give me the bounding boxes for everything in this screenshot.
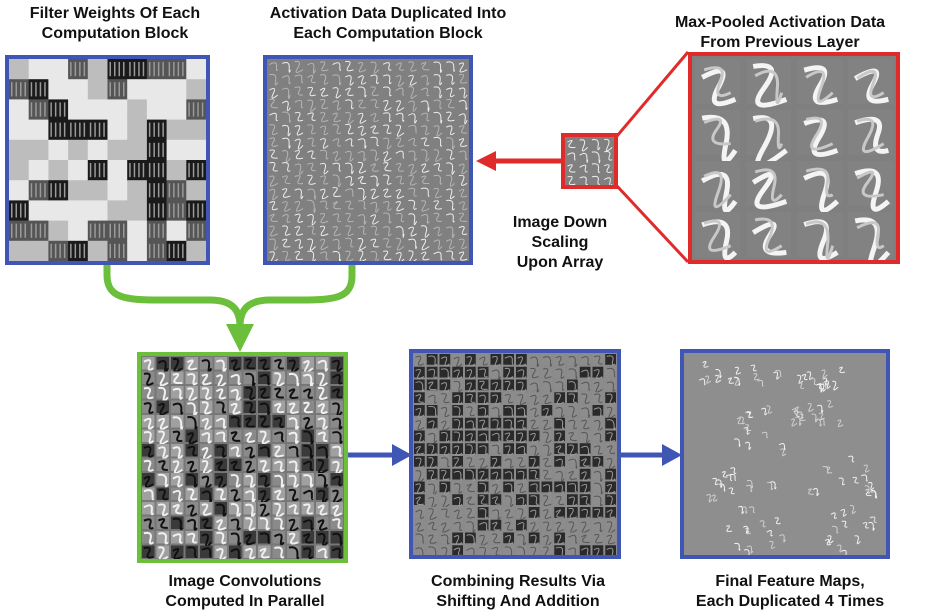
filter-weights-panel: [5, 55, 210, 265]
convolutions-panel: [137, 352, 348, 563]
blue-arrow-1-head: [392, 444, 412, 466]
final-feature-maps-pattern: [684, 353, 886, 555]
green-arrow-head: [226, 324, 254, 352]
label-image-convolutions: Image Convolutions Computed In Parallel: [165, 573, 325, 610]
zoom-line-bottom: [615, 184, 690, 264]
activation-data-panel: [263, 55, 473, 265]
label-activation-duplicated: Activation Data Duplicated Into Each Com…: [269, 5, 507, 42]
downscaled-thumbnail-pattern: [565, 137, 614, 185]
green-merge-left: [103, 262, 244, 327]
label-filter-weights: Filter Weights Of Each Computation Block: [29, 5, 201, 42]
label-final-feature-maps: Final Feature Maps, Each Duplicated 4 Ti…: [695, 573, 885, 610]
downscaled-thumbnail: [561, 133, 618, 189]
blue-arrow-2-head: [662, 444, 682, 466]
label-image-down-scaling: Image Down Scaling Upon Array: [512, 214, 608, 271]
filter-weights-pattern: [9, 59, 206, 261]
combined-results-panel: [409, 349, 621, 559]
activation-data-pattern: [267, 59, 469, 261]
max-pooled-panel: [688, 52, 900, 264]
red-arrow-head: [476, 151, 496, 171]
max-pooled-pattern: [692, 56, 896, 260]
combined-results-pattern: [413, 353, 617, 555]
green-merge-right: [236, 262, 356, 327]
convolutions-pattern: [141, 356, 344, 559]
zoom-line-top: [615, 51, 690, 137]
label-max-pooled: Max-Pooled Activation Data From Previous…: [674, 14, 886, 51]
final-feature-maps-panel: [680, 349, 890, 559]
label-combining-results: Combining Results Via Shifting And Addit…: [431, 573, 605, 610]
